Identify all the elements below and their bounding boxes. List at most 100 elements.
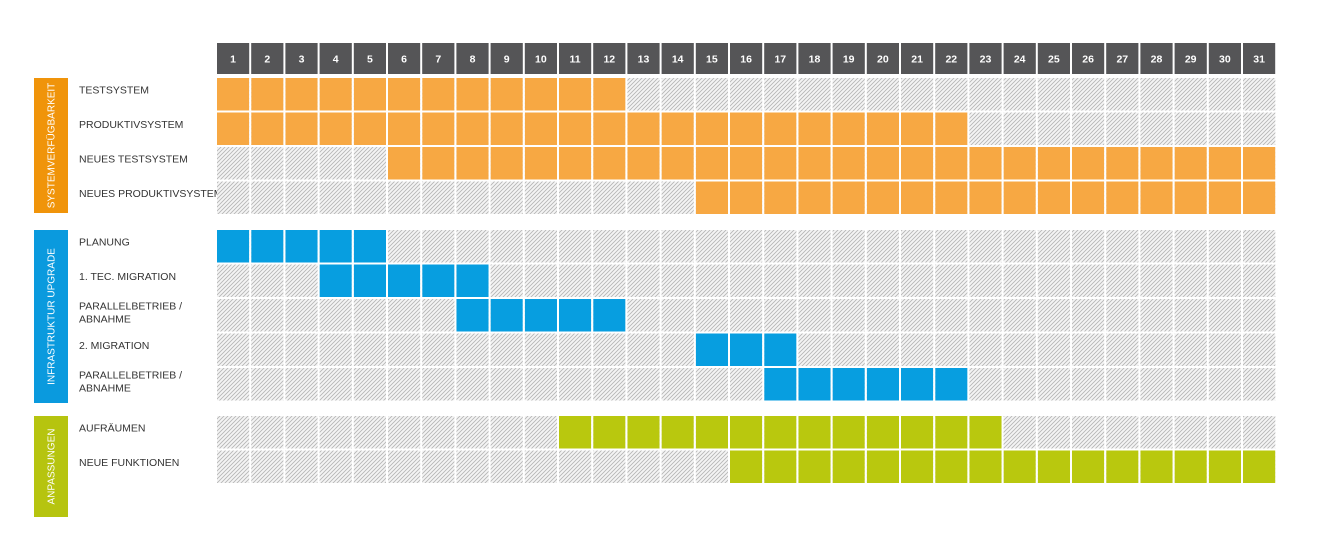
group-label-box	[34, 416, 68, 517]
active-day-cell	[456, 112, 489, 145]
inactive-day-cell	[866, 230, 899, 263]
cell-gap	[762, 299, 765, 332]
group-label-box	[34, 78, 68, 213]
inactive-day-cell	[935, 230, 968, 263]
inactive-day-cell	[1243, 299, 1276, 332]
inactive-day-cell	[866, 299, 899, 332]
inactive-day-cell	[217, 450, 250, 483]
day-header-cell	[1208, 43, 1241, 74]
cell-gap	[864, 230, 867, 263]
day-number: 17	[774, 54, 786, 66]
cell-gap	[693, 416, 696, 449]
cell-gap	[1001, 299, 1004, 332]
cell-gap	[1241, 299, 1243, 332]
cell-gap	[1035, 230, 1038, 263]
active-day-cell	[559, 78, 592, 111]
inactive-day-cell	[1037, 112, 1070, 145]
active-day-cell	[1243, 450, 1276, 483]
cell-gap	[933, 368, 936, 401]
day-header-cell	[1140, 43, 1173, 74]
day-number: 18	[809, 54, 821, 66]
day-number: 9	[504, 54, 510, 66]
inactive-day-cell	[559, 230, 592, 263]
inactive-day-cell	[764, 78, 797, 111]
cell-gap	[693, 147, 696, 180]
inactive-day-cell	[627, 333, 660, 366]
inactive-day-cell	[1140, 264, 1173, 297]
cell-gap	[1001, 181, 1004, 214]
cell-gap	[317, 368, 320, 401]
cell-gap	[933, 181, 936, 214]
cell-gap	[420, 264, 423, 297]
cell-gap	[522, 333, 525, 366]
day-number: 28	[1151, 54, 1163, 66]
inactive-day-cell	[593, 264, 626, 297]
cell-gap	[1070, 181, 1072, 214]
day-number: 24	[1014, 54, 1026, 66]
cell-gap	[762, 450, 765, 483]
cell-gap	[488, 230, 491, 263]
day-number: 15	[706, 54, 718, 66]
cell-gap	[659, 368, 662, 401]
cell-gap	[249, 264, 252, 297]
cell-gap	[591, 147, 594, 180]
active-day-cell	[798, 147, 831, 180]
inactive-day-cell	[1072, 333, 1105, 366]
inactive-day-cell	[1243, 333, 1276, 366]
cell-gap	[557, 368, 559, 401]
active-day-cell	[627, 112, 660, 145]
cell-gap	[1172, 299, 1175, 332]
inactive-day-cell	[901, 333, 934, 366]
inactive-day-cell	[1003, 299, 1036, 332]
active-day-cell	[730, 450, 763, 483]
cell-gap	[967, 112, 970, 145]
cell-gap	[1241, 450, 1243, 483]
inactive-day-cell	[285, 299, 318, 332]
inactive-day-cell	[901, 299, 934, 332]
cell-gap	[899, 416, 901, 449]
day-header-cell	[217, 43, 250, 74]
cell-gap	[454, 333, 457, 366]
cell-gap	[1138, 299, 1141, 332]
active-day-cell	[251, 112, 284, 145]
inactive-day-cell	[285, 333, 318, 366]
active-day-cell	[901, 112, 934, 145]
inactive-day-cell	[388, 299, 421, 332]
inactive-day-cell	[490, 368, 523, 401]
cell-gap	[830, 147, 833, 180]
active-day-cell	[764, 112, 797, 145]
cell-gap	[1070, 416, 1072, 449]
cell-gap	[625, 264, 628, 297]
task-row: 2. MIGRATION	[79, 333, 1276, 366]
active-day-cell	[217, 230, 250, 263]
cell-gap	[1035, 368, 1038, 401]
inactive-day-cell	[627, 78, 660, 111]
cell-gap	[659, 181, 662, 214]
cell-gap	[1172, 333, 1175, 366]
inactive-day-cell	[1174, 416, 1207, 449]
row-label: TESTSYSTEM	[79, 84, 149, 96]
day-header-cell	[285, 43, 318, 74]
cell-gap	[1241, 112, 1243, 145]
task-row: AUFRÄUMEN	[79, 416, 1276, 449]
inactive-day-cell	[217, 181, 250, 214]
cell-gap	[351, 299, 354, 332]
cell-gap	[899, 333, 901, 366]
inactive-day-cell	[217, 264, 250, 297]
inactive-day-cell	[1106, 333, 1139, 366]
active-day-cell	[422, 147, 455, 180]
inactive-day-cell	[798, 78, 831, 111]
inactive-day-cell	[969, 333, 1002, 366]
day-number: 29	[1185, 54, 1197, 66]
cell-gap	[522, 230, 525, 263]
day-number: 6	[401, 54, 407, 66]
cell-gap	[420, 368, 423, 401]
cell-gap	[1138, 368, 1141, 401]
task-row: PARALLELBETRIEB /ABNAHME	[79, 368, 1276, 401]
cell-gap	[420, 416, 423, 449]
inactive-day-cell	[661, 230, 694, 263]
cell-gap	[1035, 264, 1038, 297]
cell-gap	[1070, 299, 1072, 332]
active-day-cell	[1208, 147, 1241, 180]
task-row: 1. TEC. MIGRATION	[79, 264, 1276, 297]
